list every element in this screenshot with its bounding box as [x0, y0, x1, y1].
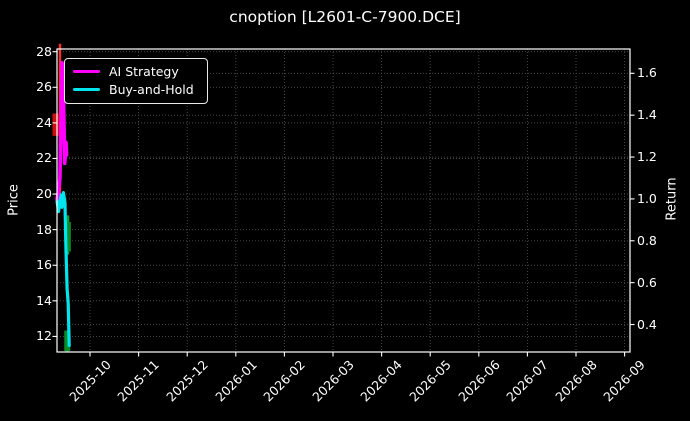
price-tick-label: 22: [36, 150, 52, 166]
legend-item-ai-strategy: AI Strategy: [73, 63, 194, 80]
price-tick-label: 14: [36, 292, 52, 308]
return-tick-label: 1.0: [637, 190, 657, 206]
return-tick-label: 0.6: [637, 274, 657, 290]
price-tick-label: 26: [36, 79, 52, 95]
plot-border: [56, 48, 631, 353]
price-tick-label: 24: [36, 114, 52, 130]
price-tick-label: 20: [36, 186, 52, 202]
return-tick-label: 1.2: [637, 149, 657, 165]
chart-title: cnoption [L2601-C-7900.DCE]: [229, 8, 461, 26]
price-tick-label: 18: [36, 221, 52, 237]
legend-label: Buy-and-Hold: [109, 82, 194, 97]
legend-label: AI Strategy: [109, 64, 179, 79]
buy-and-hold-line-swatch: [73, 87, 100, 92]
price-tick-label: 16: [36, 257, 52, 273]
price-tick-label: 12: [36, 328, 52, 344]
ai-strategy-line: [55, 60, 69, 201]
ai-strategy-line-swatch: [73, 69, 100, 74]
return-tick-label: 0.4: [637, 316, 657, 332]
return-tick-label: 1.6: [637, 65, 657, 81]
price-tick-label: 28: [36, 43, 52, 59]
legend: AI Strategy Buy-and-Hold: [64, 58, 208, 104]
buy-and-hold-line: [55, 191, 71, 348]
legend-item-buy-and-hold: Buy-and-Hold: [73, 81, 194, 98]
return-tick-label: 0.8: [637, 232, 657, 248]
return-tick-label: 1.4: [637, 107, 657, 123]
